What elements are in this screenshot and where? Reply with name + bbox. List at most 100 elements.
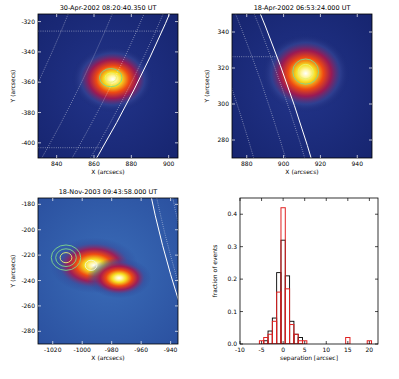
x-tick-label: 880 bbox=[126, 160, 138, 167]
y-tick bbox=[240, 344, 243, 345]
contour bbox=[85, 260, 97, 270]
solar-limb bbox=[232, 14, 372, 158]
y-tick bbox=[38, 229, 41, 230]
y-tick bbox=[175, 255, 178, 256]
x-tick bbox=[82, 341, 83, 344]
plot-area bbox=[38, 198, 178, 344]
y-tick bbox=[38, 82, 41, 83]
y-tick bbox=[375, 246, 378, 247]
x-axis-title: X (arcsecs) bbox=[91, 354, 124, 361]
x-tick-label: -1020 bbox=[44, 346, 62, 353]
x-tick bbox=[94, 155, 95, 158]
y-tick bbox=[38, 21, 41, 22]
figure: 840860880900-320-340-360-380-400X (arcse… bbox=[0, 0, 399, 379]
frame bbox=[240, 198, 378, 344]
plot-area bbox=[232, 14, 372, 158]
x-tick bbox=[283, 14, 284, 17]
y-tick-label: 280 bbox=[218, 136, 230, 143]
y-axis-title: Y (arcsecs) bbox=[9, 255, 16, 289]
contour bbox=[100, 69, 122, 87]
y-tick bbox=[175, 229, 178, 230]
x-axis-title: X (arcsecs) bbox=[91, 168, 124, 175]
plot-area bbox=[240, 198, 378, 344]
x-tick bbox=[246, 155, 247, 158]
heliographic-grid bbox=[38, 14, 178, 158]
y-tick-label: 300 bbox=[218, 100, 230, 107]
y-tick-label: -240 bbox=[21, 277, 35, 284]
y-tick bbox=[38, 51, 41, 52]
y-tick bbox=[175, 280, 178, 281]
x-tick-label: 860 bbox=[88, 160, 100, 167]
source bbox=[261, 34, 349, 113]
y-tick-label: 0.3 bbox=[227, 243, 237, 250]
x-tick bbox=[52, 198, 53, 201]
x-tick-label: 840 bbox=[51, 160, 63, 167]
x-tick-label: -980 bbox=[105, 346, 119, 353]
x-tick-label: 0 bbox=[281, 346, 285, 353]
heliographic-grid bbox=[128, 198, 178, 344]
y-tick bbox=[232, 104, 235, 105]
y-tick-label: -220 bbox=[21, 251, 35, 258]
y-axis-title: Y (arcsecs) bbox=[203, 70, 210, 104]
y-tick bbox=[369, 68, 372, 69]
y-tick bbox=[375, 311, 378, 312]
x-tick bbox=[170, 198, 171, 201]
x-tick bbox=[326, 198, 327, 201]
y-tick-label: 0.2 bbox=[227, 275, 237, 282]
heliographic-grid bbox=[232, 14, 372, 158]
x-tick bbox=[56, 155, 57, 158]
y-tick bbox=[175, 82, 178, 83]
x-tick bbox=[141, 198, 142, 201]
image-background bbox=[232, 14, 372, 158]
histogram-bar bbox=[298, 338, 302, 344]
x-tick bbox=[170, 341, 171, 344]
y-tick-label: 0.1 bbox=[227, 308, 237, 315]
x-tick-label: 880 bbox=[241, 160, 253, 167]
x-tick bbox=[168, 14, 169, 17]
x-tick bbox=[240, 341, 241, 344]
histogram-bar bbox=[264, 338, 268, 344]
histogram-bar bbox=[294, 334, 298, 344]
histogram-bar bbox=[294, 334, 298, 344]
y-tick bbox=[38, 204, 41, 205]
solar-limb bbox=[128, 198, 178, 344]
contour bbox=[51, 245, 80, 270]
x-tick bbox=[357, 14, 358, 17]
y-tick-label: 0.4 bbox=[227, 210, 237, 217]
y-tick bbox=[175, 204, 178, 205]
x-tick bbox=[131, 14, 132, 17]
histogram-bar bbox=[259, 341, 263, 344]
panel-title: 30-Apr-2002 08:20:40.350 UT bbox=[60, 4, 157, 12]
histogram-bar bbox=[272, 318, 276, 344]
y-tick-label: -200 bbox=[21, 226, 35, 233]
histogram-bar bbox=[290, 325, 294, 344]
x-tick bbox=[369, 198, 370, 201]
x-tick-label: 940 bbox=[352, 160, 364, 167]
histogram-bar bbox=[277, 292, 281, 344]
x-tick-label: 10 bbox=[322, 346, 330, 353]
y-tick bbox=[38, 142, 41, 143]
y-tick-label: -340 bbox=[21, 48, 35, 55]
histogram-bar bbox=[303, 341, 307, 344]
y-tick bbox=[240, 311, 243, 312]
x-tick bbox=[52, 341, 53, 344]
y-tick bbox=[240, 279, 243, 280]
y-tick bbox=[232, 140, 235, 141]
y-axis-title: fraction of events bbox=[211, 245, 218, 298]
y-tick-label: 0.0 bbox=[227, 340, 237, 347]
y-tick bbox=[369, 104, 372, 105]
x-tick bbox=[240, 198, 241, 201]
image-background bbox=[38, 14, 178, 158]
y-tick-label: -180 bbox=[21, 200, 35, 207]
y-tick-label: -320 bbox=[21, 18, 35, 25]
y-tick-label: -260 bbox=[21, 302, 35, 309]
histogram-bar bbox=[268, 334, 272, 344]
x-tick bbox=[347, 341, 348, 344]
x-axis-title: X (arcsecs) bbox=[285, 168, 318, 175]
x-tick bbox=[261, 198, 262, 201]
frame bbox=[38, 198, 178, 344]
histogram-bar bbox=[367, 341, 371, 344]
contour bbox=[60, 253, 72, 263]
histogram-bar bbox=[285, 276, 289, 344]
x-tick-label: 20 bbox=[366, 346, 374, 353]
